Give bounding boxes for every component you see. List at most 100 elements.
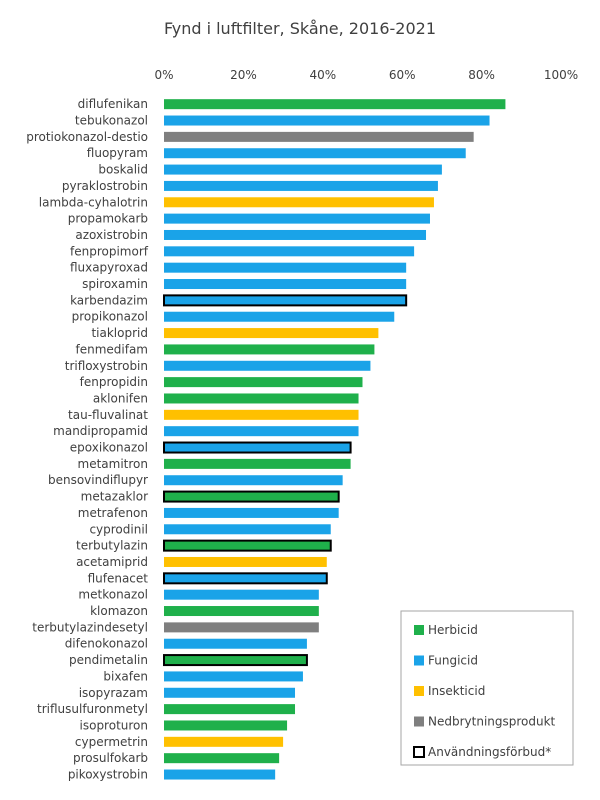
category-label: fluopyram bbox=[87, 146, 148, 160]
bar-fluxapyroxad bbox=[164, 262, 407, 273]
legend-box bbox=[400, 610, 574, 766]
legend: Herbicid Fungicid Insekticid Nedbrytningspr… bbox=[400, 610, 574, 766]
x-tick-label: 20% bbox=[230, 68, 257, 82]
category-label: acetamiprid bbox=[76, 555, 148, 569]
category-label: isoproturon bbox=[80, 718, 148, 732]
bar-boskalid bbox=[164, 164, 442, 175]
bar-propamokarb bbox=[164, 213, 430, 224]
category-label: fluxapyroxad bbox=[70, 261, 148, 275]
bar-tiakloprid bbox=[164, 328, 379, 339]
category-label: fenmedifam bbox=[75, 342, 148, 356]
bar-metkonazol bbox=[164, 589, 319, 600]
bar-karbendazim bbox=[163, 294, 408, 307]
bar-lambda-cyhalotrin bbox=[164, 197, 434, 208]
category-label: difenokonazol bbox=[65, 637, 148, 651]
bar-epoxikonazol bbox=[163, 441, 352, 454]
legend-label: Fungicid bbox=[428, 654, 478, 668]
bar-fenmedifam bbox=[164, 344, 375, 355]
legend-label: Insekticid bbox=[428, 684, 485, 698]
x-tick-label: 40% bbox=[309, 68, 336, 82]
bar-fenpropidin bbox=[164, 377, 363, 388]
category-label: bixafen bbox=[103, 669, 148, 683]
category-label: pikoxystrobin bbox=[68, 768, 148, 782]
legend-swatch bbox=[413, 746, 425, 758]
category-label: lambda-cyhalotrin bbox=[39, 195, 148, 209]
bar-azoxistrobin bbox=[164, 229, 427, 240]
bar-metazaklor bbox=[163, 490, 340, 503]
category-label: propamokarb bbox=[68, 212, 148, 226]
bars bbox=[163, 99, 506, 780]
category-label: klomazon bbox=[90, 604, 148, 618]
category-label: karbendazim bbox=[70, 293, 148, 307]
bar-bixafen bbox=[164, 671, 303, 682]
category-label: pyraklostrobin bbox=[62, 179, 148, 193]
bar-klomazon bbox=[164, 606, 319, 617]
bar-flufenacet bbox=[163, 572, 328, 585]
bar-pikoxystrobin bbox=[164, 769, 276, 780]
legend-label: Herbicid bbox=[428, 623, 478, 637]
bar-isopyrazam bbox=[164, 687, 296, 698]
category-label: epoxikonazol bbox=[70, 441, 148, 455]
category-label: metkonazol bbox=[78, 588, 148, 602]
category-label: azoxistrobin bbox=[75, 228, 148, 242]
bar-aklonifen bbox=[164, 393, 359, 404]
x-axis-ticks: 0% 20% 40% 60% 80% 100% bbox=[154, 68, 578, 82]
category-label: boskalid bbox=[98, 163, 148, 177]
bar-cypermetrin bbox=[164, 736, 284, 747]
bar-acetamiprid bbox=[164, 556, 327, 567]
bar-bensovindiflupyr bbox=[164, 475, 343, 486]
x-tick-label: 0% bbox=[154, 68, 173, 82]
category-labels: diflufenikan tebukonazol protiokonazol-des… bbox=[26, 97, 149, 781]
bar-terbutylazin bbox=[163, 539, 332, 552]
category-label: aklonifen bbox=[93, 391, 148, 405]
bar-fluopyram bbox=[164, 148, 466, 159]
category-label: triflusulfuronmetyl bbox=[37, 702, 148, 716]
category-label: flufenacet bbox=[88, 571, 149, 585]
bar-protiokonazol-destio bbox=[164, 131, 474, 142]
bar-isoproturon bbox=[164, 720, 288, 731]
x-tick-label: 60% bbox=[389, 68, 416, 82]
category-label: pendimetalin bbox=[69, 653, 148, 667]
category-label: prosulfokarb bbox=[73, 751, 148, 765]
category-label: trifloxystrobin bbox=[65, 359, 148, 373]
legend-swatch bbox=[414, 686, 424, 696]
x-tick-label: 80% bbox=[468, 68, 495, 82]
category-label: terbutylazindesetyl bbox=[32, 620, 148, 634]
category-label: diflufenikan bbox=[78, 97, 148, 111]
legend-swatch bbox=[414, 716, 424, 727]
category-label: propikonazol bbox=[72, 310, 148, 324]
category-label: metazaklor bbox=[81, 490, 148, 504]
bar-propikonazol bbox=[164, 311, 395, 322]
bar-fenpropimorf bbox=[164, 246, 415, 257]
category-label: metamitron bbox=[78, 457, 148, 471]
legend-label: Nedbrytningsprodukt bbox=[428, 715, 556, 729]
category-label: spiroxamin bbox=[82, 277, 148, 291]
bar-trifloxystrobin bbox=[164, 360, 371, 371]
bar-prosulfokarb bbox=[164, 753, 280, 764]
legend-swatch bbox=[414, 625, 424, 635]
category-label: tau-fluvalinat bbox=[68, 408, 148, 422]
category-label: protiokonazol-destio bbox=[26, 130, 148, 144]
bar-difenokonazol bbox=[164, 638, 307, 649]
bar-diflufenikan bbox=[164, 99, 506, 110]
bar-terbutylazindesetyl bbox=[164, 622, 319, 633]
bar-cyprodinil bbox=[164, 524, 331, 535]
bar-pendimetalin bbox=[163, 654, 308, 667]
bar-triflusulfuronmetyl bbox=[164, 704, 296, 715]
category-label: terbutylazin bbox=[76, 539, 148, 553]
chart-title: Fynd i luftfilter, Skåne, 2016-2021 bbox=[164, 19, 436, 38]
category-label: isopyrazam bbox=[79, 686, 148, 700]
bar-pyraklostrobin bbox=[164, 180, 438, 191]
category-label: tebukonazol bbox=[75, 114, 148, 128]
category-label: cyprodinil bbox=[89, 522, 148, 536]
category-label: mandipropamid bbox=[53, 424, 148, 438]
category-label: cypermetrin bbox=[75, 735, 148, 749]
legend-label: Användningsförbud* bbox=[428, 745, 551, 759]
category-label: fenpropidin bbox=[80, 375, 148, 389]
category-label: tiakloprid bbox=[91, 326, 148, 340]
legend-swatch bbox=[414, 655, 424, 666]
bar-metrafenon bbox=[164, 507, 339, 518]
bar-mandipropamid bbox=[164, 426, 359, 437]
category-label: bensovindiflupyr bbox=[48, 473, 148, 487]
